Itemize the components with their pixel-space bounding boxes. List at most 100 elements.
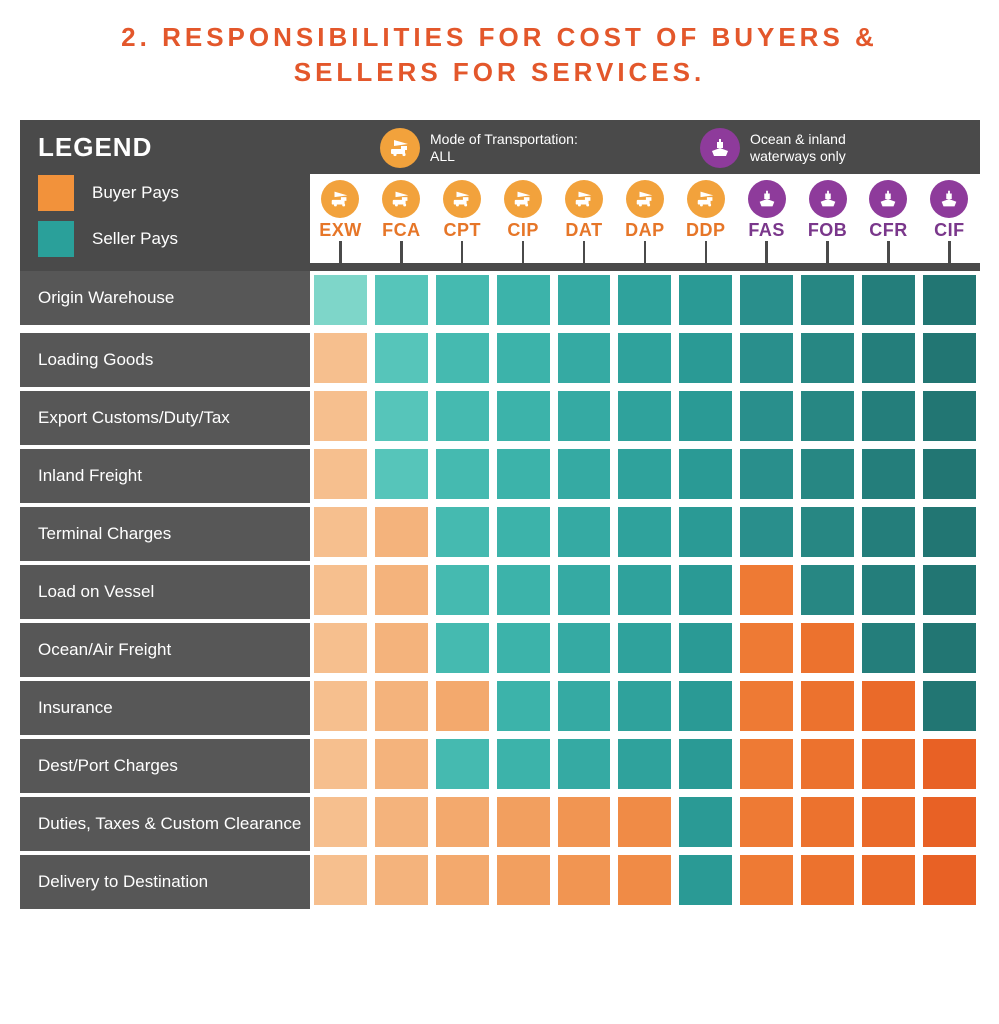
incoterms-chart: LEGEND Buyer Pays Seller Pays <box>20 120 980 909</box>
grid-cell <box>675 445 736 503</box>
grid-cell <box>493 329 554 387</box>
grid-cell <box>371 503 432 561</box>
grid-cell <box>554 735 615 793</box>
table-row: Loading Goods <box>20 329 980 387</box>
grid-cell <box>736 677 797 735</box>
row-label: Delivery to Destination <box>20 851 310 909</box>
tick-mark <box>554 241 615 263</box>
grid-cell <box>736 329 797 387</box>
grid-cell <box>675 561 736 619</box>
mode-all-label: Mode of Transportation: ALL <box>430 131 580 165</box>
table-row: Delivery to Destination <box>20 851 980 909</box>
grid-cell <box>736 561 797 619</box>
grid-cell <box>371 793 432 851</box>
column-header: CPT <box>432 174 493 241</box>
column-code: DAP <box>614 220 675 241</box>
grid-cell <box>371 735 432 793</box>
transport-all-icon <box>443 180 481 218</box>
grid-cell <box>371 445 432 503</box>
grid-cell <box>797 271 858 329</box>
chart-header: LEGEND Buyer Pays Seller Pays <box>20 120 980 271</box>
grid-cell <box>797 793 858 851</box>
row-label: Duties, Taxes & Custom Clearance <box>20 793 310 851</box>
column-header: CFR <box>858 174 919 241</box>
transport-all-icon <box>382 180 420 218</box>
grid-cell <box>736 271 797 329</box>
grid-cell <box>432 561 493 619</box>
grid-cell <box>554 271 615 329</box>
grid-cell <box>736 793 797 851</box>
grid-cell <box>797 561 858 619</box>
grid-cell <box>736 851 797 909</box>
row-cells <box>310 561 980 619</box>
grid-cell <box>858 793 919 851</box>
grid-cell <box>554 793 615 851</box>
table-row: Duties, Taxes & Custom Clearance <box>20 793 980 851</box>
chart-body: Origin WarehouseLoading GoodsExport Cust… <box>20 271 980 909</box>
grid-cell <box>797 619 858 677</box>
grid-cell <box>371 271 432 329</box>
grid-cell <box>493 561 554 619</box>
grid-cell <box>675 793 736 851</box>
grid-cell <box>919 735 980 793</box>
legend-label-seller: Seller Pays <box>92 229 178 249</box>
legend-box: LEGEND Buyer Pays Seller Pays <box>20 120 310 271</box>
row-cells <box>310 387 980 445</box>
grid-cell <box>858 735 919 793</box>
column-header: DAP <box>614 174 675 241</box>
grid-cell <box>675 851 736 909</box>
grid-cell <box>310 677 371 735</box>
column-code: DDP <box>675 220 736 241</box>
row-cells <box>310 503 980 561</box>
row-label: Export Customs/Duty/Tax <box>20 387 310 445</box>
grid-cell <box>797 329 858 387</box>
grid-cell <box>858 851 919 909</box>
grid-cell <box>797 445 858 503</box>
tick-row <box>310 241 980 263</box>
table-row: Ocean/Air Freight <box>20 619 980 677</box>
grid-cell <box>736 445 797 503</box>
legend-seller: Seller Pays <box>38 221 292 257</box>
grid-cell <box>432 851 493 909</box>
row-label: Ocean/Air Freight <box>20 619 310 677</box>
row-cells <box>310 329 980 387</box>
tick-mark <box>736 241 797 263</box>
legend-buyer: Buyer Pays <box>38 175 292 211</box>
row-label: Terminal Charges <box>20 503 310 561</box>
column-code: FAS <box>736 220 797 241</box>
mode-ocean-icon <box>700 128 740 168</box>
grid-cell <box>858 677 919 735</box>
row-cells <box>310 619 980 677</box>
grid-cell <box>858 387 919 445</box>
transport-all-icon <box>565 180 603 218</box>
grid-cell <box>554 851 615 909</box>
grid-cell <box>858 271 919 329</box>
grid-cell <box>554 503 615 561</box>
grid-cell <box>614 677 675 735</box>
column-header: FOB <box>797 174 858 241</box>
grid-cell <box>493 445 554 503</box>
grid-cell <box>614 387 675 445</box>
grid-cell <box>493 619 554 677</box>
mode-all-icon <box>380 128 420 168</box>
grid-cell <box>797 677 858 735</box>
grid-cell <box>858 503 919 561</box>
row-cells <box>310 445 980 503</box>
grid-cell <box>371 677 432 735</box>
table-row: Export Customs/Duty/Tax <box>20 387 980 445</box>
page-title: 2. RESPONSIBILITIES FOR COST OF BUYERS &… <box>20 20 979 90</box>
row-cells <box>310 735 980 793</box>
grid-cell <box>919 271 980 329</box>
grid-cell <box>554 619 615 677</box>
column-header: CIF <box>919 174 980 241</box>
grid-cell <box>919 561 980 619</box>
ship-icon <box>930 180 968 218</box>
column-code: EXW <box>310 220 371 241</box>
transport-all-icon <box>388 136 412 160</box>
grid-cell <box>432 387 493 445</box>
header-right: Mode of Transportation: ALL Ocean & inla… <box>310 120 980 271</box>
grid-cell <box>797 851 858 909</box>
grid-cell <box>919 503 980 561</box>
grid-cell <box>371 387 432 445</box>
grid-cell <box>614 271 675 329</box>
